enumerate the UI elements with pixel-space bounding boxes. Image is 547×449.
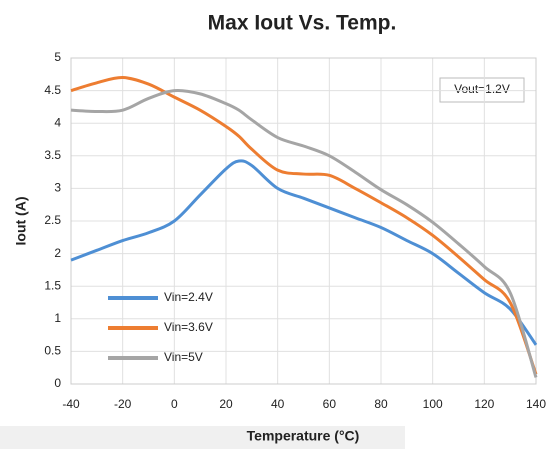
x-tick-label: 80 xyxy=(374,397,388,411)
legend-label: Vin=2.4V xyxy=(164,290,213,304)
x-tick-label: 120 xyxy=(474,397,494,411)
y-tick-label: 4.5 xyxy=(44,83,61,97)
y-tick-label: 3 xyxy=(54,181,61,195)
x-tick-label: -40 xyxy=(62,397,80,411)
y-tick-label: 1.5 xyxy=(44,278,61,292)
x-tick-label: 60 xyxy=(323,397,337,411)
x-tick-label: 0 xyxy=(171,397,178,411)
legend-label: Vin=5V xyxy=(164,350,203,364)
footer-band xyxy=(0,426,405,449)
y-tick-label: 1 xyxy=(54,311,61,325)
y-tick-label: 3.5 xyxy=(44,148,61,162)
series-line xyxy=(70,76,538,375)
x-tick-label: 40 xyxy=(271,397,285,411)
y-tick-label: 5 xyxy=(54,50,61,64)
y-tick-label: 0 xyxy=(54,376,61,390)
annotation: Vout=1.2V xyxy=(454,82,510,96)
y-tick-label: 4 xyxy=(54,115,61,129)
plot-frame xyxy=(70,57,537,385)
y-tick-label: 2 xyxy=(54,246,61,260)
chart-title: Max Iout Vs. Temp. xyxy=(208,12,397,35)
annotation-box xyxy=(439,77,525,103)
x-tick-label: 20 xyxy=(219,397,233,411)
y-tick-label: 0.5 xyxy=(44,344,61,358)
x-tick-label: 140 xyxy=(526,397,546,411)
y-axis-label: Iout (A) xyxy=(13,197,29,246)
x-tick-label: -20 xyxy=(114,397,132,411)
x-axis-label: Temperature (°C) xyxy=(247,428,360,444)
legend-label: Vin=3.6V xyxy=(164,320,213,334)
x-tick-label: 100 xyxy=(423,397,443,411)
series-line xyxy=(70,159,538,346)
series-line xyxy=(70,88,538,378)
y-tick-label: 2.5 xyxy=(44,213,61,227)
